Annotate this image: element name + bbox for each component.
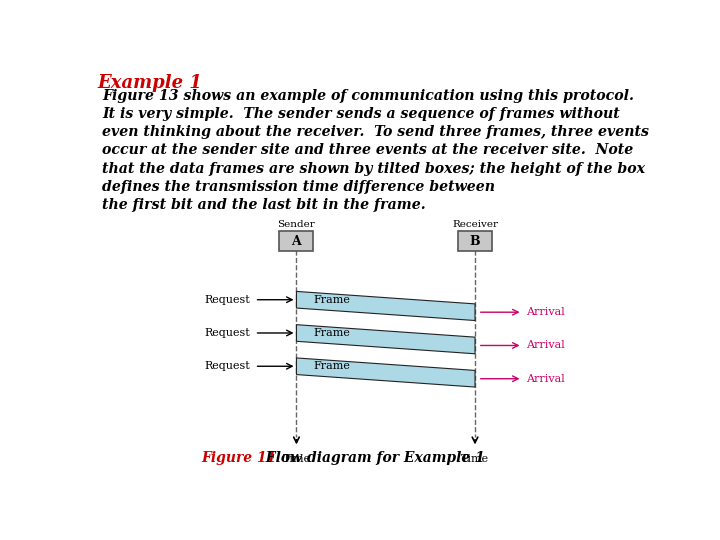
Text: Frame: Frame (313, 328, 350, 338)
Text: Arrival: Arrival (526, 340, 565, 350)
FancyBboxPatch shape (279, 231, 313, 251)
Text: Time: Time (282, 454, 310, 463)
Text: Arrival: Arrival (526, 374, 565, 384)
Text: Time: Time (461, 454, 489, 463)
Text: Arrival: Arrival (526, 307, 565, 317)
Text: Frame: Frame (313, 361, 350, 372)
FancyBboxPatch shape (458, 231, 492, 251)
Text: Example 1: Example 1 (97, 74, 202, 92)
Polygon shape (297, 358, 475, 387)
Polygon shape (297, 325, 475, 354)
Text: Figure 13 shows an example of communication using this protocol.
It is very simp: Figure 13 shows an example of communicat… (102, 89, 649, 212)
Text: Figure 11: Figure 11 (202, 451, 277, 465)
Text: Request: Request (204, 328, 250, 338)
Text: Request: Request (204, 295, 250, 305)
Text: B: B (469, 234, 480, 248)
Text: Flow diagram for Example 1: Flow diagram for Example 1 (256, 451, 485, 465)
Text: Request: Request (204, 361, 250, 372)
Text: Receiver: Receiver (452, 220, 498, 229)
Polygon shape (297, 292, 475, 321)
Text: Sender: Sender (278, 220, 315, 229)
Text: Frame: Frame (313, 295, 350, 305)
Text: A: A (292, 234, 302, 248)
